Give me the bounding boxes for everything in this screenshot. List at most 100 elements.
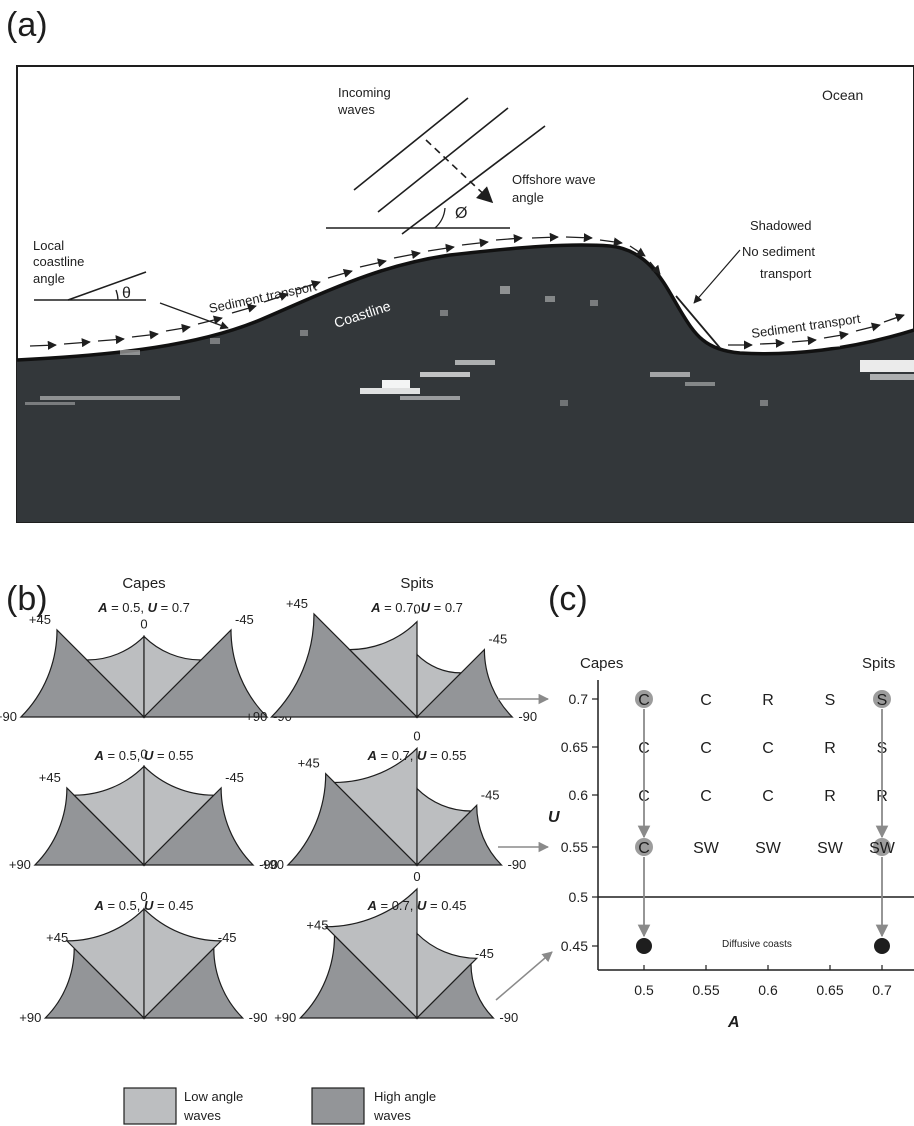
phase-cell-c: C xyxy=(700,788,712,805)
phase-cell-c: C xyxy=(638,840,650,857)
angle-label-zero: 0 xyxy=(413,869,420,884)
high-angle-wedge-right xyxy=(142,786,255,866)
coastline-line xyxy=(16,243,914,362)
shadow-line xyxy=(675,295,721,349)
y-axis-label: U xyxy=(548,809,560,826)
fan-title: A = 0.7, U = 0.7 xyxy=(370,600,463,615)
phase-cell-r: R xyxy=(824,788,836,805)
angle-label-plus45: +45 xyxy=(306,917,328,932)
phase-cell-c: C xyxy=(638,692,650,709)
land-pixel-noise xyxy=(25,286,914,406)
legend-high-swatch xyxy=(311,1087,365,1125)
angle-label-zero: 0 xyxy=(140,746,147,761)
offshore-wave-angle-line1: Offshore wave xyxy=(512,172,596,187)
angle-label-plus90: +90 xyxy=(9,857,31,872)
x-tick-label: 0.7 xyxy=(872,982,892,998)
angle-label-minus45: -45 xyxy=(481,787,500,802)
wave-direction-arrow xyxy=(425,139,494,204)
high-angle-wedge-left xyxy=(19,628,146,718)
sediment-label-pointer xyxy=(159,302,229,330)
angle-label-zero: 0 xyxy=(140,889,147,904)
low-angle-wedge-right xyxy=(143,764,216,867)
incoming-waves-line2: waves xyxy=(337,102,375,117)
phase-cell-sw: SW xyxy=(693,840,720,857)
column-title-capes: Capes xyxy=(122,575,165,592)
angle-label-zero: 0 xyxy=(413,602,420,617)
angle-label-minus90: -90 xyxy=(518,709,537,724)
highlight-dot xyxy=(873,690,891,708)
angle-label-minus45: -45 xyxy=(225,770,244,785)
y-tick-label: 0.45 xyxy=(561,938,588,954)
highlight-dot xyxy=(635,838,653,856)
angle-label-minus90: -90 xyxy=(499,1010,518,1025)
x-axis-label: A xyxy=(727,1014,740,1031)
angle-label-plus45: +45 xyxy=(286,596,308,611)
sediment-arrows-right xyxy=(728,313,905,350)
wave-fan: A = 0.7, U = 0.45 +90 -90 +45 -45 0 xyxy=(274,869,518,1025)
x-tick-label: 0.5 xyxy=(634,982,654,998)
low-angle-wedge-left xyxy=(348,620,418,719)
angle-label-minus45: -45 xyxy=(488,632,507,647)
fan-title: A = 0.5, U = 0.45 xyxy=(93,898,193,913)
wave-fan: A = 0.7, U = 0.7 +90 -90 +45 -45 0 xyxy=(245,596,537,724)
shadow-label-pointer xyxy=(693,249,741,304)
x-tick-label: 0.65 xyxy=(816,982,843,998)
offshore-wave-angle-line2: angle xyxy=(512,190,544,205)
fan-title: A = 0.5, U = 0.7 xyxy=(97,600,190,615)
phase-cell-sw: SW xyxy=(755,840,782,857)
phase-cell-r: R xyxy=(762,692,774,709)
panel-b-letter: (b) xyxy=(6,580,48,618)
low-angle-wedge-left xyxy=(324,887,418,1020)
wave-fan: A = 0.7, U = 0.55+90 -90+45-450 xyxy=(262,728,526,872)
x-tick-label: 0.55 xyxy=(692,982,719,998)
low-angle-wedge-left xyxy=(333,746,418,867)
y-tick-label: 0.5 xyxy=(569,889,589,905)
column-title-spits: Spits xyxy=(400,575,433,592)
theta-angle xyxy=(34,271,147,301)
angle-label-minus45: -45 xyxy=(235,612,254,627)
low-angle-wedge-right xyxy=(143,634,203,719)
wave-fan: A = 0.5, U = 0.7+90-90+45-450 xyxy=(0,600,292,724)
y-tick-label: 0.55 xyxy=(561,839,588,855)
legend-low-swatch xyxy=(123,1087,177,1125)
phi-arc xyxy=(434,207,446,229)
high-angle-wedge-left xyxy=(298,934,419,1019)
angle-label-plus45: +45 xyxy=(29,612,51,627)
high-angle-wedge-right xyxy=(415,648,514,718)
angle-label-plus45: +45 xyxy=(46,930,68,945)
highlight-dot xyxy=(635,690,653,708)
angle-label-plus45: +45 xyxy=(298,756,320,771)
angle-label-plus90: +90 xyxy=(274,1010,296,1025)
legend-low-line2: waves xyxy=(183,1108,221,1123)
ocean-label: Ocean xyxy=(822,87,863,103)
spits-label: Spits xyxy=(862,655,895,672)
x-tick-label: 0.6 xyxy=(758,982,778,998)
low-angle-wedge-left xyxy=(72,764,145,867)
high-angle-wedge-left xyxy=(286,772,419,866)
y-tick-label: 0.65 xyxy=(561,739,588,755)
legend-high-line1: High angle xyxy=(374,1089,436,1104)
angle-label-plus45: +45 xyxy=(39,770,61,785)
diffusive-dot xyxy=(874,938,890,954)
capes-label: Capes xyxy=(580,655,623,672)
y-tick-label: 0.6 xyxy=(569,787,589,803)
shadowed-line1: Shadowed xyxy=(750,218,811,233)
low-angle-wedge-left xyxy=(85,634,145,719)
local-coastline-angle-line3: angle xyxy=(33,271,65,286)
phase-cell-sw: SW xyxy=(817,840,844,857)
angle-label-zero: 0 xyxy=(140,616,147,631)
connector-arrows xyxy=(495,693,553,1001)
legend-low-line1: Low angle xyxy=(184,1089,243,1104)
phase-cell-sw: SW xyxy=(869,840,896,857)
angle-label-plus90: +90 xyxy=(0,709,17,724)
phase-cell-r: R xyxy=(824,740,836,757)
angle-label-minus90: -90 xyxy=(249,1010,268,1025)
theta-symbol: θ xyxy=(122,285,131,302)
high-angle-wedge-right xyxy=(415,803,503,866)
angle-label-plus90: +90 xyxy=(262,857,284,872)
angle-label-minus45: -45 xyxy=(475,946,494,961)
angle-label-minus90: -90 xyxy=(507,857,526,872)
phase-grid: CCRSSCCCRSCCCRRCSWSWSWSW xyxy=(635,690,896,954)
low-angle-wedge-right xyxy=(416,932,479,1020)
